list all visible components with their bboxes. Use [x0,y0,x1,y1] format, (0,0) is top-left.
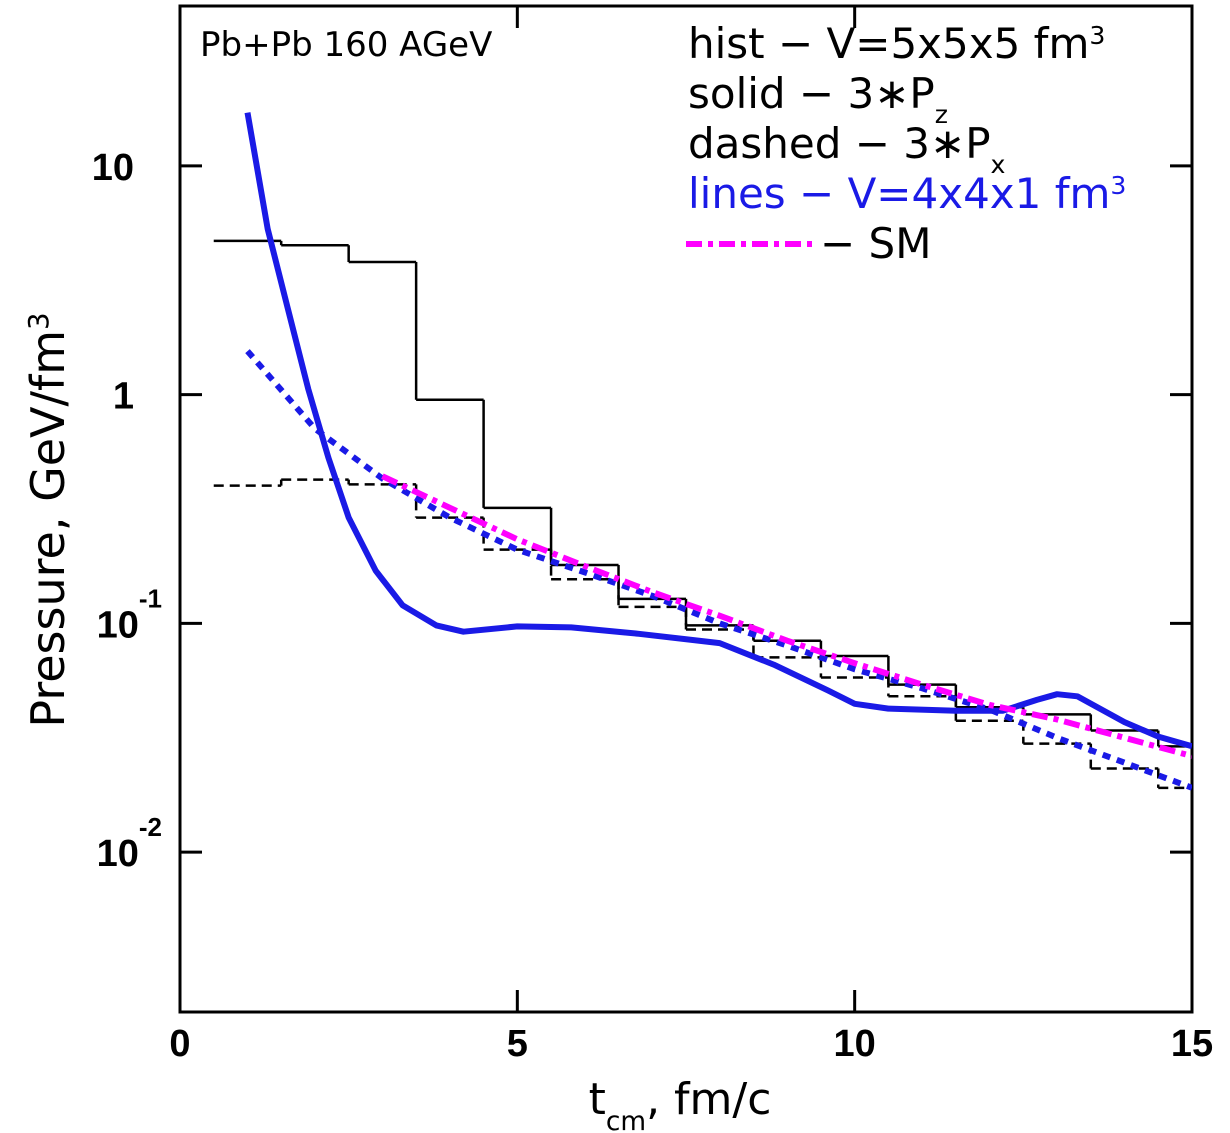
x-tick-label: 0 [169,1023,190,1065]
y-tick-label: 1 [113,376,134,418]
x-tick-label: 10 [834,1023,876,1065]
y-tick-label: 10-1 [97,583,162,646]
superscript: 3 [1110,171,1126,200]
label: dashed − 3∗Px [688,119,1006,179]
subscript: x [991,150,1006,179]
text-part: − SM [820,219,931,268]
series-line [245,349,1192,791]
plot-area [213,112,1192,791]
y-tick-label: 10 [92,147,134,189]
label: hist − V=5x5x5 fm3 [688,19,1105,68]
tick-base: 10 [97,833,139,875]
text-part: solid − 3∗P [688,69,935,118]
label: solid − 3∗Pz [688,69,948,129]
label: − SM [820,219,931,268]
annotation: Pb+Pb 160 AGeV [200,25,492,65]
tick-exponent: -1 [139,583,162,613]
text-part: Pressure, GeV/fm [21,330,75,728]
subscript: cm [606,1106,646,1133]
superscript: 3 [22,312,55,330]
x-tick-label: 15 [1171,1023,1213,1065]
series-line [381,473,1192,759]
x-tick-label: 5 [507,1023,528,1065]
text-part: , fm/c [646,1074,771,1125]
text-part: t [589,1074,606,1125]
label: Pressure, GeV/fm3 [21,312,75,727]
y-tick-label: 10-2 [97,812,162,875]
tick-base: 10 [97,604,139,646]
tick-exponent: -2 [139,812,162,842]
plot-frame [178,4,1194,1014]
label: tcm, fm/c [589,1074,772,1133]
label: lines − V=4x4x1 fm3 [688,169,1126,218]
subscript: z [935,100,948,129]
superscript: 3 [1089,21,1105,50]
text-part: lines − V=4x4x1 fm [688,169,1110,218]
text-part: dashed − 3∗P [688,119,991,168]
series-line [244,112,1192,750]
text-part: hist − V=5x5x5 fm [688,19,1089,68]
